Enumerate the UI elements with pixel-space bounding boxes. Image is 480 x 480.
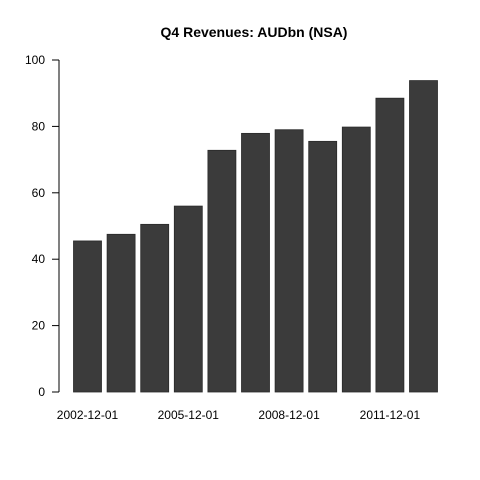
- y-axis: 0 20 40 60 80 100: [25, 53, 60, 399]
- bar-2007-12-01: [241, 132, 270, 393]
- y-tick-label: 40: [32, 252, 46, 266]
- bar-2002-12-01: [73, 240, 102, 393]
- bar-2006-12-01: [207, 149, 237, 393]
- y-tick-label: 100: [25, 53, 45, 67]
- bar-2005-12-01: [173, 205, 203, 393]
- x-tick-label: 2011-12-01: [360, 408, 421, 422]
- bar-2003-12-01: [106, 233, 136, 393]
- x-axis: 2002-12-01 2005-12-01 2008-12-01 2011-12-01: [57, 408, 421, 422]
- y-tick-label: 80: [32, 119, 46, 133]
- bar-2004-12-01: [140, 223, 170, 393]
- bar-2010-12-01: [341, 126, 371, 393]
- x-tick-label: 2005-12-01: [158, 408, 220, 422]
- chart-title: Q4 Revenues: AUDbn (NSA): [161, 24, 348, 40]
- x-tick-label: 2008-12-01: [258, 408, 320, 422]
- bar-2011-12-01: [375, 97, 405, 393]
- bar-2009-12-01: [308, 140, 338, 393]
- y-tick-label: 20: [32, 319, 46, 333]
- x-tick-label: 2002-12-01: [57, 408, 119, 422]
- bar-2008-12-01: [274, 129, 304, 393]
- y-tick-label: 0: [38, 385, 45, 399]
- bar-2012-12-01: [409, 80, 438, 393]
- bars: [73, 80, 438, 393]
- y-tick-label: 60: [32, 186, 46, 200]
